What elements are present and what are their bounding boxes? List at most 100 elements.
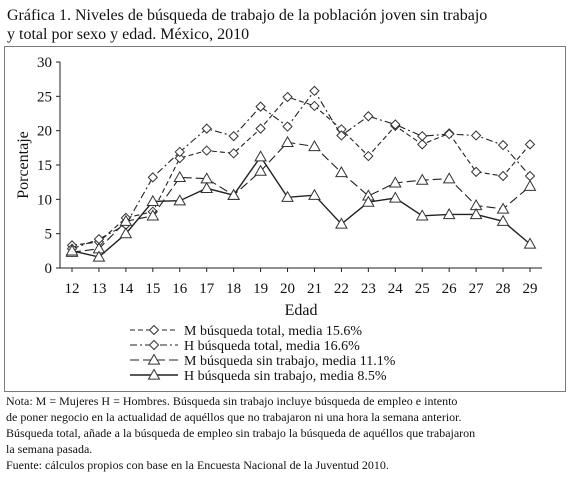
x-tick-label: 25 — [415, 281, 430, 297]
x-tick-label: 27 — [469, 281, 485, 297]
data-point-series-1 — [497, 170, 509, 182]
y-tick-label: 15 — [37, 158, 52, 174]
data-point-series-4 — [496, 214, 510, 226]
x-axis-title: Edad — [285, 302, 318, 319]
x-tick-label: 18 — [226, 281, 241, 297]
data-point-series-3 — [146, 209, 160, 221]
legend-label-3: M búsqueda sin trabajo, media 11.1% — [184, 354, 396, 369]
data-point-series-4 — [200, 181, 214, 193]
legend-label-2: H búsqueda total, media 16.6% — [184, 339, 360, 354]
data-point-series-2 — [336, 130, 347, 141]
x-tick-label: 13 — [91, 281, 106, 297]
data-point-series-3 — [388, 176, 402, 188]
data-point-series-3 — [523, 179, 537, 191]
data-point-series-1 — [282, 91, 293, 103]
series-line-2 — [71, 89, 531, 250]
data-point-series-2 — [524, 170, 536, 182]
data-point-series-4 — [254, 150, 267, 162]
data-point-series-3 — [173, 170, 187, 182]
legend-marker-1 — [148, 324, 160, 336]
chart-notes: Nota: M = Mujeres H = Hombres. Búsqueda … — [6, 393, 568, 473]
x-tick-label: 26 — [442, 281, 458, 297]
series-line-4 — [71, 155, 531, 258]
note-line-4: la semana pasada. — [6, 442, 93, 456]
data-point-series-1 — [470, 166, 482, 178]
data-point-series-4 — [173, 194, 187, 206]
data-point-series-3 — [281, 135, 294, 147]
data-point-series-1 — [228, 148, 239, 159]
data-point-series-1 — [524, 139, 536, 150]
chart-title: Gráfica 1. Niveles de búsqueda de trabaj… — [7, 6, 567, 44]
title-line-2: y total por sexo y edad. México, 2010 — [7, 26, 250, 43]
data-point-series-2 — [497, 139, 509, 151]
data-point-series-2 — [228, 130, 239, 142]
x-tick-label: 29 — [523, 281, 538, 297]
data-point-series-2 — [470, 130, 482, 141]
data-point-series-2 — [390, 119, 401, 130]
legend-label-4: H búsqueda sin trabajo, media 8.5% — [184, 369, 387, 384]
data-point-series-3 — [119, 214, 133, 226]
series-line-3 — [71, 141, 531, 253]
x-tick-label: 16 — [172, 281, 188, 297]
data-point-series-4 — [308, 188, 321, 200]
data-point-series-2 — [309, 85, 320, 97]
data-point-series-1 — [363, 150, 374, 162]
data-point-series-2 — [201, 123, 212, 134]
y-tick-label: 30 — [37, 55, 52, 71]
x-tick-label: 23 — [361, 281, 376, 297]
x-tick-label: 22 — [334, 281, 349, 297]
data-point-series-2 — [282, 121, 293, 132]
legend-marker-4 — [147, 368, 161, 380]
note-line-3: Búsqueda total, añade a la búsqueda de e… — [6, 426, 476, 440]
data-point-series-2 — [363, 111, 374, 122]
x-tick-label: 21 — [307, 281, 322, 297]
data-point-series-4 — [146, 194, 160, 207]
chart-frame — [4, 46, 566, 392]
data-point-series-1 — [417, 139, 428, 150]
data-point-series-3 — [442, 172, 456, 184]
y-tick-label: 25 — [37, 89, 52, 105]
note-line-1: Nota: M = Mujeres H = Hombres. Búsqueda … — [6, 394, 458, 408]
data-point-series-4 — [361, 195, 375, 207]
x-tick-label: 15 — [145, 281, 160, 297]
series-line-1 — [71, 96, 531, 246]
data-point-series-2 — [417, 130, 428, 142]
data-point-series-4 — [119, 227, 133, 239]
x-tick-label: 14 — [118, 281, 134, 297]
data-point-series-4 — [523, 237, 537, 249]
data-point-series-4 — [388, 191, 402, 203]
data-point-series-3 — [308, 139, 321, 152]
x-tick-label: 28 — [496, 281, 511, 297]
legend-label-1: M búsqueda total, media 15.6% — [184, 324, 362, 339]
data-point-series-4 — [415, 209, 429, 221]
data-point-series-4 — [92, 250, 106, 262]
data-point-series-4 — [335, 217, 348, 229]
y-axis-title: Porcentaje — [15, 131, 32, 199]
x-tick-label: 12 — [65, 281, 80, 297]
x-tick-label: 24 — [388, 281, 404, 297]
data-point-series-4 — [65, 244, 79, 256]
x-tick-label: 17 — [199, 281, 215, 297]
legend-marker-3 — [147, 353, 161, 365]
data-point-series-3 — [335, 166, 348, 178]
data-point-series-4 — [442, 207, 456, 220]
data-point-series-2 — [443, 128, 455, 140]
data-point-series-1 — [255, 123, 266, 134]
y-tick-label: 0 — [45, 261, 53, 277]
note-source: Fuente: cálculos propios con base en la … — [6, 458, 389, 472]
legend-marker-2 — [148, 339, 160, 351]
y-tick-label: 10 — [37, 192, 52, 208]
data-point-series-3 — [496, 202, 510, 214]
data-point-series-2 — [147, 172, 159, 183]
y-tick-label: 5 — [45, 227, 53, 243]
x-tick-label: 19 — [253, 281, 268, 297]
data-point-series-2 — [255, 101, 266, 112]
y-tick-label: 20 — [37, 124, 52, 140]
data-point-series-4 — [281, 190, 294, 202]
data-point-series-2 — [174, 146, 185, 158]
data-point-series-1 — [201, 145, 212, 156]
note-line-2: de poner negocio en la actualidad de aqu… — [6, 410, 462, 424]
data-point-series-1 — [174, 152, 185, 164]
data-point-series-4 — [227, 188, 241, 200]
x-tick-label: 20 — [280, 281, 295, 297]
